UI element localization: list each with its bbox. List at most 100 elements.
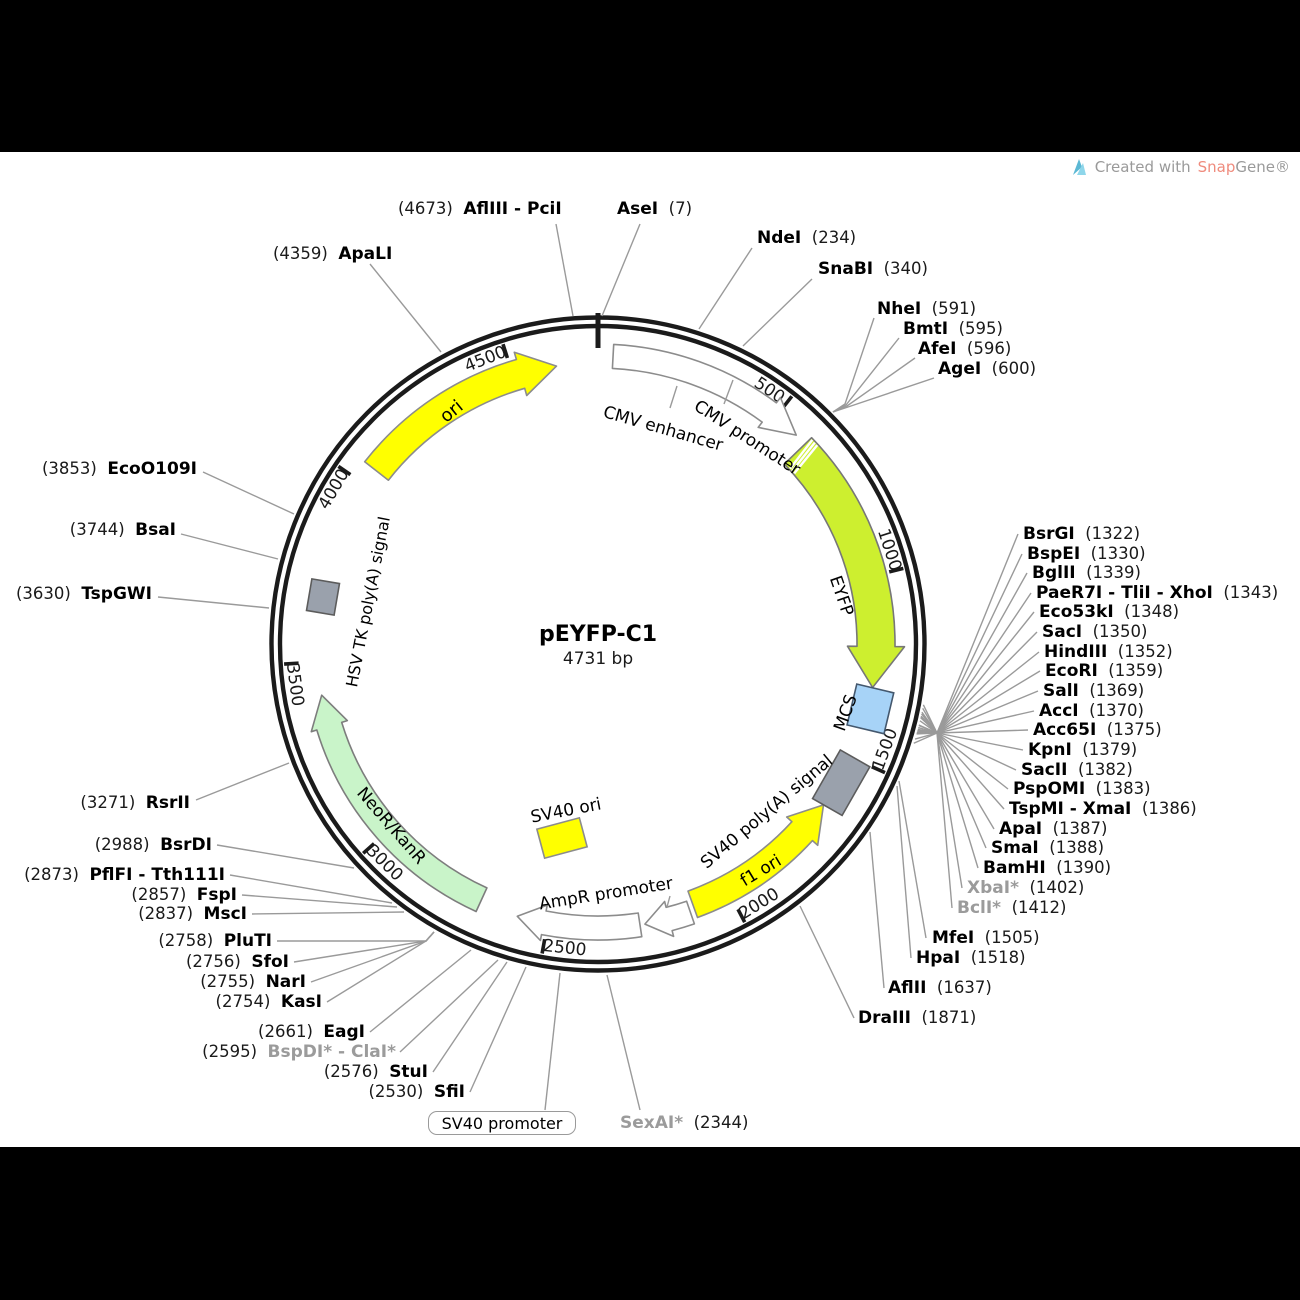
leader-line [601, 223, 641, 317]
tick-2500 [540, 938, 547, 954]
top-letterbox-band [0, 0, 1300, 152]
feature-mcs [846, 683, 895, 735]
eyfp-hatch [789, 439, 814, 470]
leader-line [544, 972, 561, 1111]
enzyme-label-nari: (2755) NarI [200, 972, 306, 992]
watermark-brand-gene: Gene® [1235, 158, 1290, 176]
tick-4000 [337, 464, 352, 477]
leader-line [920, 651, 1040, 734]
enzyme-label-apai: ApaI (1387) [999, 819, 1108, 839]
feature-cmv-promoter [611, 343, 797, 436]
enzyme-label-aflii: AflII (1637) [888, 978, 992, 998]
enzyme-label-afliii-pcii: (4673) AflIII - PciI [398, 199, 562, 219]
leader-line [432, 961, 508, 1073]
leader-line [666, 895, 671, 908]
leader-line [251, 911, 405, 915]
feature-sv40-promoter [516, 904, 643, 942]
leader-line [555, 223, 574, 317]
bottom-letterbox-band [0, 1147, 1300, 1300]
feature-sv40-ori [535, 816, 589, 860]
feature-sv40-poly-a-signal [811, 748, 871, 817]
enzyme-label-hpai: HpaI (1518) [916, 948, 1026, 968]
leader-line [832, 317, 875, 413]
leader-line [799, 905, 855, 1019]
snapgene-logo-icon [1072, 159, 1086, 175]
leader-line [898, 780, 927, 939]
leader-line [202, 471, 295, 515]
enzyme-label-bsai: (3744) BsaI [69, 520, 176, 540]
enzyme-label-pluti: (2758) PluTI [158, 931, 272, 951]
feature-f1-ori [687, 804, 825, 919]
feature-hsv-tk-poly-a-signal [305, 577, 341, 617]
enzyme-label-nhei: NheI (591) [877, 299, 977, 319]
enzyme-label-kasi: (2754) KasI [215, 992, 322, 1012]
leader-line [277, 931, 435, 942]
enzyme-label-bsrdi: (2988) BsrDI [94, 835, 212, 855]
leader-line [216, 844, 355, 869]
enzyme-label-snabi: SnaBI (340) [818, 259, 928, 279]
enzyme-label-bglii: BglII (1339) [1032, 563, 1141, 583]
feature-label-hsv-tk-poly-a-signal: HSV TK poly(A) signal [342, 515, 394, 689]
leader-line [241, 894, 398, 908]
enzyme-label-kpni: KpnI (1379) [1028, 740, 1138, 760]
enzyme-label-sfii: (2530) SfiI [368, 1082, 465, 1102]
tick-4500 [501, 343, 510, 359]
leader-line [723, 379, 734, 405]
snapgene-watermark: Created with SnapGene® [1071, 158, 1290, 176]
enzyme-label-mfei: MfeI (1505) [932, 928, 1040, 948]
feature-ampr-promoter [644, 900, 696, 938]
enzyme-label-ecoo109i: (3853) EcoO109I [42, 459, 197, 479]
enzyme-label-draiii: DraIII (1871) [858, 1008, 977, 1028]
leader-line [195, 762, 290, 801]
enzyme-label-fspi: (2857) FspI [131, 885, 237, 905]
feature-neor-kanr [310, 694, 488, 913]
eyfp-hatch [791, 441, 816, 472]
leader-line [669, 385, 678, 409]
enzyme-label-sali: SalI (1369) [1043, 681, 1145, 701]
enzyme-label-pflfi-tth111i: (2873) PflFI - Tth111I [24, 865, 225, 885]
tick-2000 [736, 908, 747, 924]
leader-line [180, 533, 279, 560]
leader-line [922, 553, 1023, 735]
enzyme-label-bmti: BmtI (595) [903, 319, 1003, 339]
enzyme-label-bspei: BspEI (1330) [1027, 544, 1146, 564]
leader-line [399, 959, 499, 1053]
enzyme-label-xbai-: XbaI* (1402) [967, 878, 1085, 898]
enzyme-label-bamhi: BamHI (1390) [983, 858, 1112, 878]
leader-line [896, 785, 912, 959]
enzyme-label-eagi: (2661) EagI [258, 1022, 365, 1042]
leader-line [469, 966, 527, 1093]
tick-3000 [362, 842, 376, 855]
leader-line [742, 278, 813, 347]
leader-line [913, 731, 953, 909]
enzyme-label-tspgwi: (3630) TspGWI [15, 584, 152, 604]
enzyme-label-saci: SacI (1350) [1042, 622, 1148, 642]
sv40-promoter-boxed-label: SV40 promoter [428, 1111, 576, 1135]
feature-ori [363, 351, 558, 481]
enzyme-label-ecori: EcoRI (1359) [1045, 661, 1164, 681]
leader-line [229, 874, 393, 904]
leader-line [606, 974, 641, 1111]
enzyme-label-sfoi: (2756) SfoI [185, 952, 289, 972]
watermark-created-with: Created with [1094, 158, 1191, 176]
enzyme-label-smai: SmaI (1388) [991, 838, 1105, 858]
enzyme-label-pspomi: PspOMI (1383) [1013, 779, 1151, 799]
enzyme-label-ndei: NdeI (234) [757, 228, 857, 248]
enzyme-label-eco53ki: Eco53kI (1348) [1039, 602, 1180, 622]
enzyme-label-agei: AgeI (600) [938, 359, 1037, 379]
tick-1000 [888, 566, 904, 574]
eyfp-hatch [793, 444, 819, 475]
enzyme-label-tspmi-xmai: TspMI - XmaI (1386) [1009, 799, 1197, 819]
leader-line [918, 690, 1039, 734]
enzyme-label-apali: (4359) ApaLI [273, 244, 393, 264]
leader-line [369, 263, 442, 353]
leader-line [369, 949, 472, 1033]
enzyme-label-hindiii: HindIII (1352) [1044, 642, 1173, 662]
watermark-brand-snap: Snap [1197, 158, 1236, 176]
enzyme-label-afei: AfeI (596) [918, 339, 1012, 359]
feature-label-ampr-promoter: AmpR promoter [538, 874, 675, 915]
leader-line [293, 931, 435, 963]
leader-line [698, 247, 753, 330]
